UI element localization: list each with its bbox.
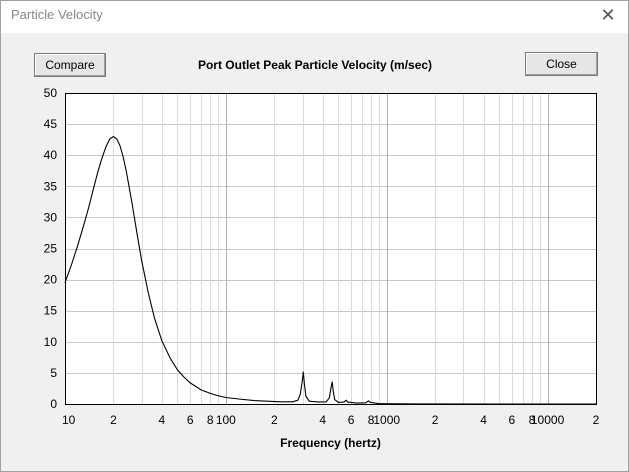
y-tick-label: 15 bbox=[44, 304, 58, 318]
x-tick-label: 4 bbox=[159, 413, 166, 427]
y-tick-label: 40 bbox=[44, 148, 58, 162]
compare-button-label: Compare bbox=[45, 58, 95, 72]
y-tick-label: 20 bbox=[44, 273, 58, 287]
window-close-icon[interactable]: ✕ bbox=[600, 5, 616, 25]
close-button-label: Close bbox=[546, 57, 577, 71]
x-tick-label: 6 bbox=[187, 413, 194, 427]
y-tick-label: 50 bbox=[44, 86, 58, 100]
x-tick-label: 2 bbox=[432, 413, 439, 427]
y-tick-label: 0 bbox=[50, 397, 57, 411]
y-tick-label: 25 bbox=[44, 242, 58, 256]
x-tick-label: 1000 bbox=[373, 413, 400, 427]
y-tick-label: 45 bbox=[44, 117, 58, 131]
title-bar: Particle Velocity ✕ bbox=[1, 1, 628, 33]
x-tick-label: 2 bbox=[271, 413, 278, 427]
x-tick-label: 4 bbox=[480, 413, 487, 427]
chart-title: Port Outlet Peak Particle Velocity (m/se… bbox=[197, 58, 433, 72]
x-tick-label: 6 bbox=[509, 413, 516, 427]
x-tick-label: 2 bbox=[110, 413, 117, 427]
plot-background bbox=[65, 93, 596, 404]
x-tick-label: 10 bbox=[62, 413, 76, 427]
x-tick-label: 100 bbox=[216, 413, 236, 427]
y-tick-label: 10 bbox=[44, 335, 58, 349]
x-tick-label: 8 bbox=[529, 413, 536, 427]
plot-area-border bbox=[65, 93, 597, 405]
x-tick-label: 2 bbox=[593, 413, 600, 427]
compare-button[interactable]: Compare bbox=[34, 53, 106, 77]
y-tick-label: 5 bbox=[50, 366, 57, 380]
x-axis-label: Frequency (hertz) bbox=[280, 436, 381, 450]
close-button[interactable]: Close bbox=[525, 52, 598, 76]
chart-grid bbox=[65, 93, 596, 404]
window-title: Particle Velocity bbox=[11, 7, 103, 22]
y-tick-label: 35 bbox=[44, 179, 58, 193]
x-tick-label: 6 bbox=[348, 413, 355, 427]
x-tick-label: 10000 bbox=[531, 413, 565, 427]
x-tick-label: 8 bbox=[207, 413, 214, 427]
x-tick-label: 4 bbox=[319, 413, 326, 427]
series-line bbox=[64, 135, 596, 405]
y-tick-label: 30 bbox=[44, 210, 58, 224]
x-tick-label: 8 bbox=[368, 413, 375, 427]
